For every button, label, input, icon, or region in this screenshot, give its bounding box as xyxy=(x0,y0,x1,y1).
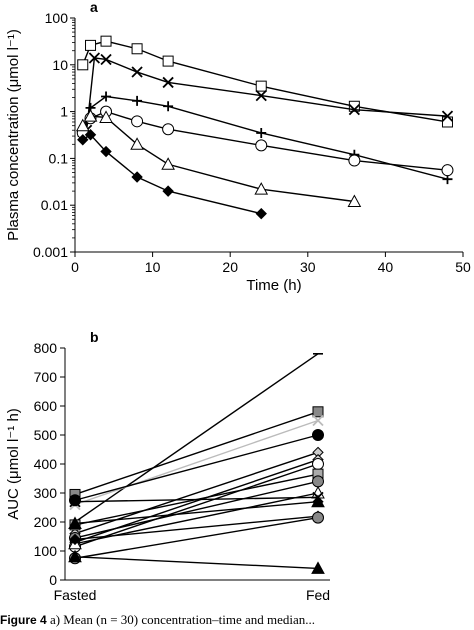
subject-line xyxy=(74,496,319,503)
subject-line xyxy=(74,434,319,501)
series-line-triangle xyxy=(82,115,355,203)
data-point-diamond xyxy=(255,207,267,220)
data-point-square xyxy=(162,55,174,67)
subject-line xyxy=(74,353,319,523)
y-tick-label-a: 1 xyxy=(60,104,68,120)
y-tick-label-b: 600 xyxy=(34,398,58,414)
panel-b-letter: b xyxy=(90,329,99,345)
data-point-triangle xyxy=(311,494,325,508)
y-tick-label-b: 400 xyxy=(34,456,58,472)
data-point-triangle xyxy=(130,137,144,150)
data-point-x xyxy=(312,414,324,427)
data-point-circle xyxy=(69,494,81,507)
data-point-x xyxy=(131,66,143,78)
data-point-diamond xyxy=(77,134,89,146)
subject-line xyxy=(74,463,319,548)
caption-text: a) Mean (n = 30) concentration–time and … xyxy=(46,612,316,627)
subject-line xyxy=(74,515,319,541)
data-point-plus xyxy=(163,101,174,112)
subject-line xyxy=(74,501,319,525)
data-point-x xyxy=(255,89,267,102)
series-line-diamond xyxy=(82,133,262,215)
x-tick-label-a: 40 xyxy=(378,259,394,275)
subject-line xyxy=(74,411,319,496)
data-point-x xyxy=(348,104,360,116)
data-point-square xyxy=(77,59,89,71)
data-point-square xyxy=(312,406,324,418)
data-point-circle xyxy=(312,511,324,524)
data-point-triangle xyxy=(347,194,362,207)
data-point-triangle xyxy=(311,561,325,574)
data-point-diamond xyxy=(100,145,112,158)
data-point-circle xyxy=(131,115,144,128)
data-point-plus xyxy=(256,127,267,138)
data-point-square xyxy=(131,43,143,55)
data-point-circle xyxy=(348,154,361,167)
y-tick-label-a: 0.001 xyxy=(33,244,68,260)
figure-caption: Figure 4 a) Mean (n = 30) concentration–… xyxy=(0,612,474,630)
data-point-square xyxy=(255,80,267,92)
data-point-triangle xyxy=(68,549,82,563)
data-point-circle xyxy=(255,139,268,152)
x-tick-label-a: 50 xyxy=(455,259,471,275)
data-point-plus xyxy=(101,91,112,102)
data-point-plus xyxy=(132,95,143,106)
x-category-label-b: Fasted xyxy=(54,587,97,603)
x-tick-label-a: 10 xyxy=(145,259,161,275)
y-tick-label-b: 100 xyxy=(34,543,58,559)
data-point-diamond xyxy=(131,171,143,183)
data-point-triangle xyxy=(75,118,90,132)
data-point-circle xyxy=(312,475,324,488)
chart-a: 0.001 0.01 0.1 1 10 100 0 10 20 30 40 50 Time (h) Pla… xyxy=(5,10,471,294)
series-line-plus xyxy=(82,95,448,180)
x-tick-label-a: 0 xyxy=(71,259,79,275)
x-tick-label-a: 20 xyxy=(222,259,238,275)
y-tick-label-b: 700 xyxy=(34,369,58,385)
data-point-triangle xyxy=(83,109,98,122)
y-tick-label-a: 10 xyxy=(52,57,68,73)
data-point-circle xyxy=(441,164,454,177)
data-point-x xyxy=(88,52,101,64)
data-point-square xyxy=(85,39,97,51)
subject-line xyxy=(74,480,319,539)
x-axis-label-a: Time (h) xyxy=(246,277,301,294)
y-tick-label-b: 0 xyxy=(49,572,57,588)
x-category-label-b: Fed xyxy=(306,587,330,603)
y-tick-label-a: 0.1 xyxy=(49,150,69,166)
data-point-triangle xyxy=(99,110,113,123)
caption-figure-label: Figure 4 xyxy=(0,613,47,627)
data-point-x xyxy=(100,53,112,66)
data-point-diamond xyxy=(69,533,81,546)
y-tick-label-b: 200 xyxy=(34,514,58,530)
data-point-x xyxy=(162,76,174,89)
data-point-x xyxy=(69,496,81,508)
y-tick-label-b: 500 xyxy=(34,427,58,443)
data-point-diamond xyxy=(84,129,97,141)
data-point-circle xyxy=(162,123,175,136)
y-tick-label-b: 300 xyxy=(34,485,58,501)
data-point-circle xyxy=(312,458,324,470)
chart-b: 0 100 200 300 400 500 600 700 800 Fasted Fed AUC (μ… xyxy=(5,340,330,603)
subject-line xyxy=(74,556,319,570)
data-point-x xyxy=(441,110,454,122)
subject-line xyxy=(74,419,319,506)
subject-line xyxy=(74,516,319,559)
y-axis-label-a: Plasma concentration (μmol l⁻¹) xyxy=(5,29,22,241)
figure: a 0.001 0.01 0.1 1 10 100 0 10 20 30 40 50 Time (h) P… xyxy=(5,0,471,603)
data-point-triangle xyxy=(161,157,175,170)
y-axis-label-b: AUC (μmol l⁻¹ h) xyxy=(5,408,22,520)
y-tick-label-a: 0.01 xyxy=(41,197,68,213)
data-point-square xyxy=(100,35,112,47)
x-tick-label-a: 30 xyxy=(300,259,316,275)
data-point-circle xyxy=(312,429,324,441)
data-point-diamond xyxy=(162,185,174,197)
data-point-square xyxy=(348,100,360,112)
data-point-triangle xyxy=(254,182,269,195)
data-point-triangle xyxy=(68,516,82,529)
y-tick-label-b: 800 xyxy=(34,340,58,356)
series-line-x xyxy=(85,57,448,131)
panel-a-letter: a xyxy=(90,0,98,15)
y-tick-label-a: 100 xyxy=(45,10,69,26)
subject-line xyxy=(74,451,319,535)
